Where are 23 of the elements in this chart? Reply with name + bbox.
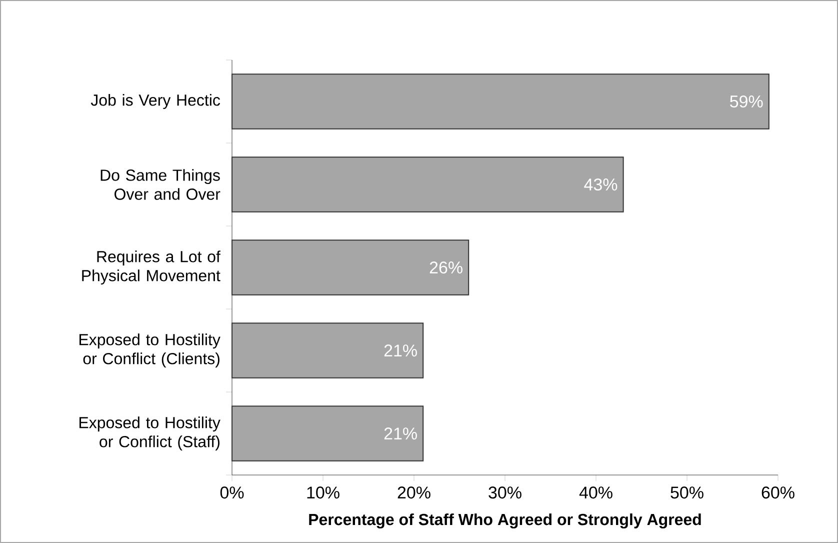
data-label: 59% [730,95,763,108]
y-tick-label: Exposed to Hostility or Conflict (Clients) [79,334,220,368]
data-label: 21% [384,344,417,356]
bar [232,406,424,462]
y-tick-label: Do Same Things Over and Over [100,169,220,200]
data-label: 21% [384,428,417,440]
x-axis-title: Percentage of Staff Who Agreed or Strongly Agreed [309,513,701,528]
x-tick-label: 40% [579,486,612,499]
bar [232,74,770,130]
x-tick-label: 50% [670,486,704,499]
bar [232,240,470,296]
x-tick-label: 10% [307,486,340,499]
x-tick-label: 30% [488,486,522,499]
data-label: 43% [584,178,618,191]
x-tick-label: 0% [220,486,244,499]
y-tick-label: Job is Very Hectic [90,94,220,109]
bar [232,156,624,212]
x-tick-label: 60% [762,486,794,499]
data-label: 26% [430,261,462,274]
bar [232,322,424,378]
y-tick-label: Exposed to Hostility or Conflict (Staff) [79,416,220,450]
y-tick-label: Requires a Lot of Physical Movement [82,250,220,284]
x-tick-label: 20% [398,486,430,499]
